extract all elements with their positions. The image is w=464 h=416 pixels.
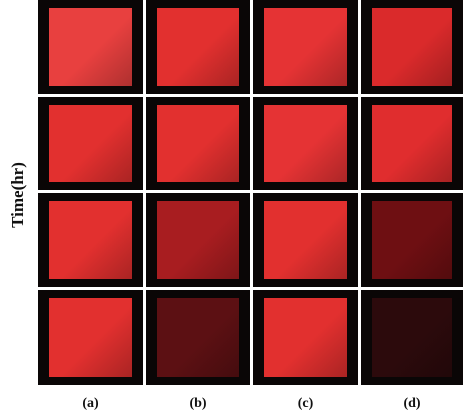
column-label: (a) — [61, 396, 121, 412]
column-label: (c) — [276, 396, 336, 412]
sample-cell — [253, 0, 358, 94]
sample-image — [264, 201, 347, 279]
figure: Time(hr) (a) (b) (c) (d) — [0, 0, 464, 416]
sample-cell — [38, 97, 143, 190]
sample-image — [157, 105, 239, 182]
sample-image — [372, 201, 452, 279]
sample-image — [49, 201, 132, 279]
sample-cell — [253, 97, 358, 190]
sample-image — [157, 201, 239, 279]
sample-cell — [146, 0, 250, 94]
sample-image — [49, 105, 132, 182]
sample-image — [372, 298, 452, 377]
sample-cell — [38, 193, 143, 287]
sample-cell — [38, 290, 143, 385]
sample-image — [372, 8, 452, 86]
sample-image — [264, 8, 347, 86]
sample-cell — [361, 290, 463, 385]
sample-cell — [146, 290, 250, 385]
sample-cell — [253, 193, 358, 287]
sample-image — [372, 105, 452, 182]
y-axis-label: Time(hr) — [8, 162, 28, 228]
sample-cell — [38, 0, 143, 94]
sample-image — [157, 8, 239, 86]
sample-cell — [361, 97, 463, 190]
sample-image — [49, 298, 132, 377]
sample-cell — [146, 97, 250, 190]
sample-cell — [146, 193, 250, 287]
sample-image — [157, 298, 239, 377]
sample-cell — [253, 290, 358, 385]
column-label: (b) — [168, 396, 228, 412]
sample-image — [264, 298, 347, 377]
column-label: (d) — [382, 396, 442, 412]
sample-image — [49, 8, 132, 86]
sample-cell — [361, 0, 463, 94]
sample-cell — [361, 193, 463, 287]
sample-image — [264, 105, 347, 182]
